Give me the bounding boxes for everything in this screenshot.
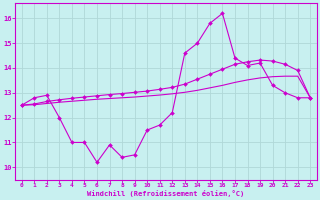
X-axis label: Windchill (Refroidissement éolien,°C): Windchill (Refroidissement éolien,°C): [87, 190, 244, 197]
